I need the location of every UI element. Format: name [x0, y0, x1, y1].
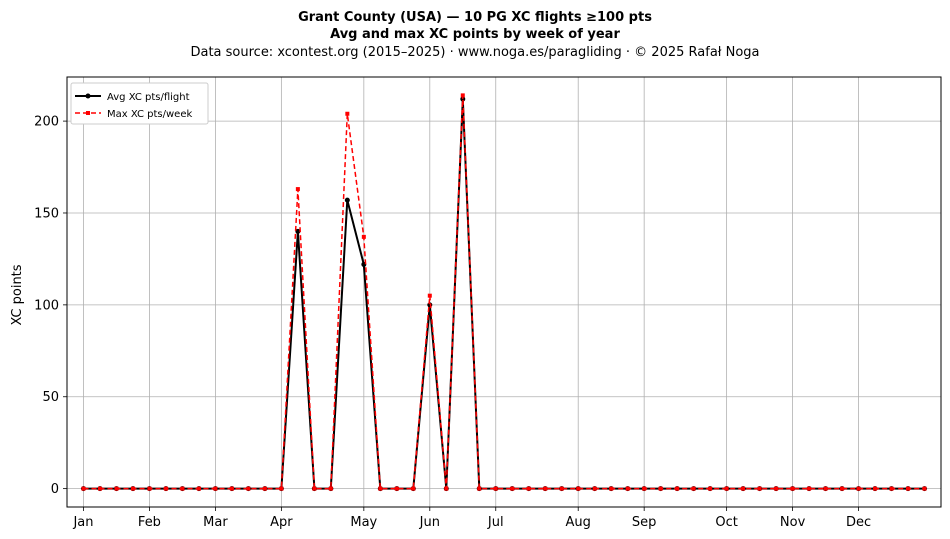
data-point-max: [906, 486, 911, 491]
y-tick-label: 100: [34, 298, 59, 313]
data-point-max: [609, 486, 614, 491]
data-point-max: [642, 486, 647, 491]
legend-max-marker: [86, 111, 90, 115]
legend-avg-label: Avg XC pts/flight: [107, 92, 190, 103]
x-tick-label: Aug: [566, 515, 591, 530]
series-layer: [80, 93, 928, 492]
x-tick-label: May: [350, 515, 377, 530]
x-tick-label: Jul: [487, 515, 504, 530]
data-point-avg: [344, 197, 350, 203]
legend-max-label: Max XC pts/week: [107, 109, 192, 120]
data-point-max: [889, 486, 894, 491]
y-tick-label: 150: [34, 206, 59, 221]
legend-avg-marker: [85, 93, 91, 99]
x-tick-label: Sep: [632, 515, 657, 530]
data-point-max: [361, 234, 366, 239]
data-point-max: [378, 486, 383, 491]
x-tick-label: Apr: [270, 515, 293, 530]
data-point-max: [757, 486, 762, 491]
chart-subtitle: Avg and max XC points by week of year: [330, 27, 620, 42]
y-tick-label: 0: [51, 482, 59, 497]
data-point-max: [444, 486, 449, 491]
data-point-max: [130, 486, 135, 491]
data-point-max: [213, 486, 218, 491]
data-point-max: [708, 486, 713, 491]
x-tick-label: Jun: [419, 515, 440, 530]
data-point-max: [840, 486, 845, 491]
y-tick-label: 200: [34, 115, 59, 130]
y-axis-label: XC points: [10, 264, 25, 325]
data-point-max: [741, 486, 746, 491]
data-point-max: [922, 486, 927, 491]
data-point-max: [180, 486, 185, 491]
plot-frame: [66, 76, 942, 508]
x-tick-label: Jan: [72, 515, 93, 530]
data-point-max: [246, 486, 251, 491]
series-line-max: [83, 94, 925, 490]
data-point-avg: [460, 96, 466, 102]
data-point-max: [279, 486, 284, 491]
data-point-max: [114, 486, 119, 491]
data-point-avg: [295, 228, 301, 234]
data-point-max: [592, 486, 597, 491]
data-point-max: [510, 486, 515, 491]
data-point-max: [625, 486, 630, 491]
data-point-max: [675, 486, 680, 491]
data-point-max: [691, 486, 696, 491]
data-point-max: [658, 486, 663, 491]
data-point-max: [328, 486, 333, 491]
data-point-max: [856, 486, 861, 491]
x-tick-label: Mar: [203, 515, 228, 530]
x-tick-label: Oct: [715, 515, 737, 530]
data-point-max: [147, 486, 152, 491]
data-point-max: [807, 486, 812, 491]
data-point-max: [823, 486, 828, 491]
data-point-max: [576, 486, 581, 491]
data-point-max: [295, 187, 300, 192]
x-tick-label: Feb: [138, 515, 161, 530]
data-point-max: [163, 486, 168, 491]
data-point-max: [81, 486, 86, 491]
data-point-max: [229, 486, 234, 491]
data-point-max: [394, 486, 399, 491]
chart-title: Grant County (USA) — 10 PG XC flights ≥1…: [298, 10, 652, 25]
data-point-max: [97, 486, 102, 491]
data-point-max: [559, 486, 564, 491]
y-tick-label: 50: [42, 390, 59, 405]
data-point-max: [543, 486, 548, 491]
x-tick-label: Dec: [846, 515, 871, 530]
data-point-max: [493, 486, 498, 491]
data-point-max: [411, 486, 416, 491]
x-tick-label: Nov: [780, 515, 806, 530]
legend: Avg XC pts/flight Max XC pts/week: [70, 82, 209, 125]
data-point-max: [774, 486, 779, 491]
axis-ticks: Jan Feb Mar Apr May Jun Jul Aug Sep Oct Nov Dec 0 50 1…: [34, 115, 871, 530]
data-point-max: [460, 93, 465, 98]
data-point-max: [427, 293, 432, 298]
data-point-max: [790, 486, 795, 491]
data-point-max: [196, 486, 201, 491]
data-point-max: [262, 486, 267, 491]
data-point-max: [312, 486, 317, 491]
data-point-max: [873, 486, 878, 491]
grid: [67, 77, 941, 507]
chart-source-line: Data source: xcontest.org (2015–2025) · …: [190, 45, 759, 60]
data-point-max: [724, 486, 729, 491]
data-point-max: [526, 486, 531, 491]
legend-box: [70, 82, 209, 125]
series-line-avg: [83, 98, 925, 490]
data-point-max: [477, 486, 482, 491]
data-point-max: [345, 111, 350, 116]
